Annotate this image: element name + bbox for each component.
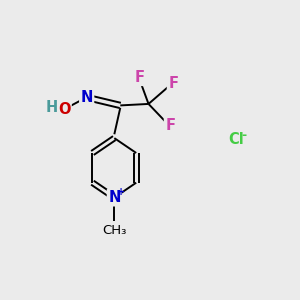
Text: F: F [168, 76, 178, 91]
Text: F: F [165, 118, 175, 133]
Text: N: N [80, 90, 93, 105]
Text: CH₃: CH₃ [102, 224, 127, 237]
Text: +: + [117, 187, 125, 197]
Text: N: N [108, 190, 121, 205]
Text: Cl: Cl [228, 132, 244, 147]
Text: F: F [135, 70, 145, 85]
Text: -: - [241, 129, 246, 142]
Text: H: H [45, 100, 57, 115]
Text: O: O [58, 102, 70, 117]
